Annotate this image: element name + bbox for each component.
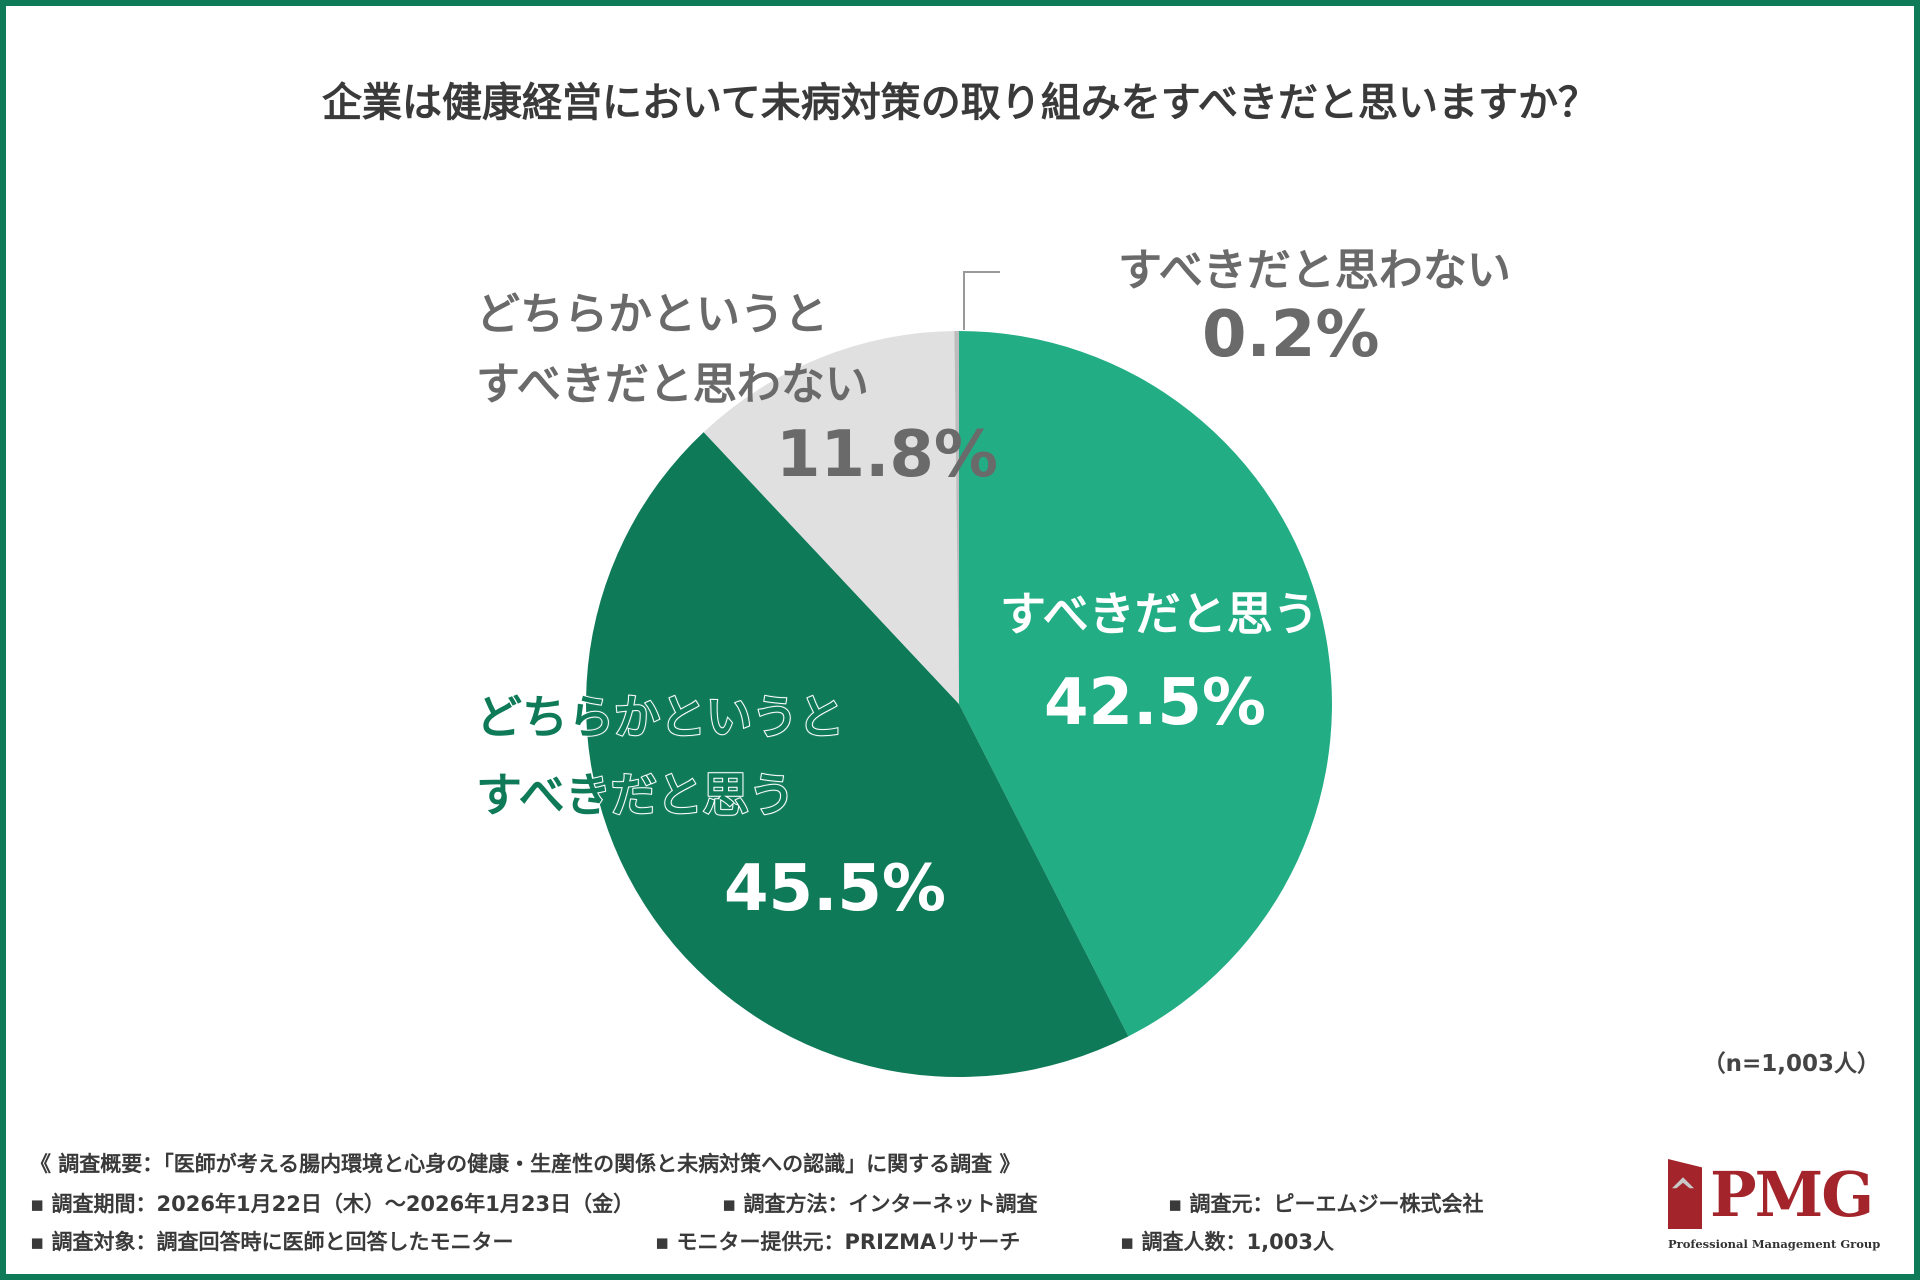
survey-target: ▪ 調査対象：調査回答時に医師と回答したモニター: [30, 1230, 514, 1254]
monitor-provider: ▪ モニター提供元：PRIZMAリサーチ: [655, 1230, 1021, 1254]
slice-label-3-line1: どちらかというと: [476, 289, 828, 340]
logo-word: PMG: [1710, 1158, 1874, 1231]
slice-label-3: どちらかというと すべきだと思わない: [476, 280, 869, 420]
slice-label-2-line2: すべきだと思う: [475, 767, 796, 823]
slice-value-4: 0.2%: [1202, 298, 1380, 372]
slice-label-2: どちらかというと すべきだと思う: [475, 678, 845, 834]
survey-method: ▪ 調査方法：インターネット調査: [722, 1192, 1038, 1216]
slice-value-2: 45.5%: [724, 852, 947, 926]
slice-value-1: 42.5%: [1044, 666, 1267, 740]
logo-mark-icon: [1668, 1159, 1702, 1229]
pmg-logo: PMG Professional Management Group: [1668, 1155, 1880, 1255]
survey-overview: 《 調査概要：「医師が考える腸内環境と心身の健康・生産性の関係と未病対策への認識…: [30, 1152, 1021, 1176]
logo-subtitle: Professional Management Group: [1668, 1237, 1881, 1251]
pie-slice-4: [954, 331, 959, 704]
slice-label-3-line2: すべきだと思わない: [476, 359, 869, 410]
leader-line: [963, 271, 1000, 330]
survey-count: ▪ 調査人数：1,003人: [1120, 1230, 1334, 1254]
chart-title: 企業は健康経営において未病対策の取り組みをすべきだと思いますか？: [322, 80, 1598, 126]
slice-label-1: すべきだと思う: [1000, 587, 1319, 641]
pie-slice-3: [703, 331, 959, 704]
slice-label-4: すべきだと思わない: [1118, 245, 1511, 296]
survey-source: ▪ 調査元：ピーエムジー株式会社: [1168, 1192, 1484, 1216]
slice-value-3: 11.8%: [776, 418, 999, 492]
pie-slice-1: [959, 330, 1333, 1037]
slice-label-2-line1: どちらかというと: [475, 689, 845, 745]
sample-size: （n=1,003人）: [1702, 1051, 1880, 1077]
pie-slice-2: [585, 432, 1129, 1078]
survey-period: ▪ 調査期間：2026年1月22日（木）～2026年1月23日（金）: [30, 1192, 635, 1216]
